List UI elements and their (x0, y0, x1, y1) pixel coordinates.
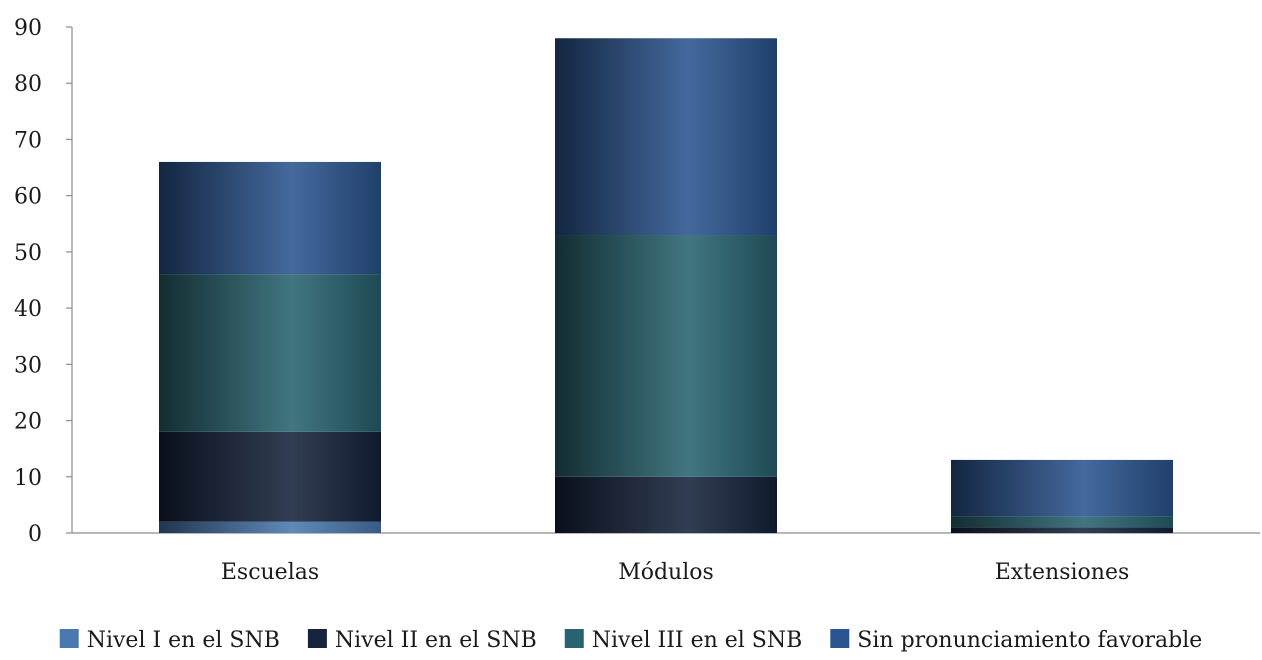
y-tick-label: 90 (14, 16, 42, 41)
y-tick-label: 20 (14, 410, 42, 435)
y-tick-label: 10 (14, 466, 42, 491)
y-tick-label: 70 (14, 128, 42, 153)
bar-segment (555, 235, 777, 477)
legend: Nivel I en el SNB Nivel II en el SNB Nivel… (59, 628, 1202, 653)
legend-label: Sin pronunciamiento favorable (857, 628, 1202, 653)
y-tick-label: 0 (28, 522, 42, 547)
bar-segment (159, 521, 381, 533)
x-tick-label: Extensiones (995, 560, 1130, 585)
y-tick-label: 80 (14, 72, 42, 97)
y-tick-label: 60 (14, 185, 42, 210)
y-tick-label: 50 (14, 241, 42, 266)
bar-segment (159, 431, 381, 522)
bar-segment (159, 274, 381, 432)
legend-label: Nivel III en el SNB (592, 628, 803, 653)
bar-segment (951, 527, 1173, 533)
legend-label: Nivel I en el SNB (87, 628, 280, 653)
legend-swatch (307, 629, 327, 648)
x-tick-label: Módulos (618, 560, 714, 585)
x-axis: Escuelas Módulos Extensiones (72, 532, 1260, 585)
bar-segment (555, 476, 777, 533)
y-axis: 0 10 20 30 40 50 60 70 80 90 (14, 16, 73, 547)
legend-swatch (59, 629, 79, 648)
bar-segment (951, 516, 1173, 528)
bar-segment (951, 459, 1173, 517)
legend-swatch (830, 629, 850, 648)
bar-segment (159, 161, 381, 275)
bar-segment (555, 38, 777, 236)
legend-label: Nivel II en el SNB (335, 628, 537, 653)
x-tick-label: Escuelas (221, 560, 319, 585)
bars (159, 38, 1173, 533)
y-tick-label: 30 (14, 353, 42, 378)
legend-swatch (564, 629, 584, 648)
y-tick-label: 40 (14, 297, 42, 322)
